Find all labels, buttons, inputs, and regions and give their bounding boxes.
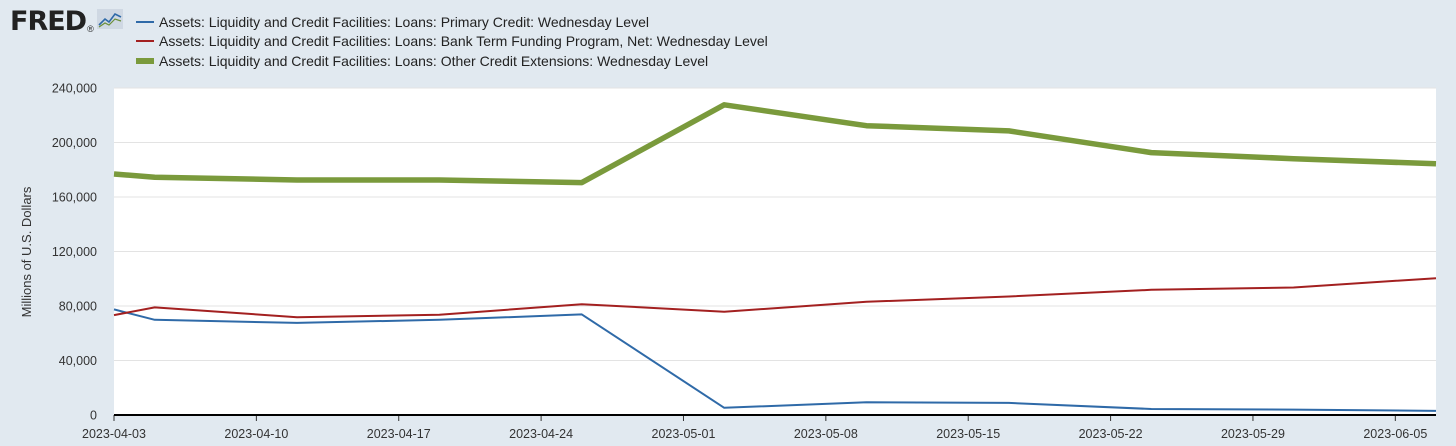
fred-trend-icon [96, 9, 123, 34]
y-tick-label: 200,000 [52, 136, 97, 150]
chart-legend: Assets: Liquidity and Credit Facilities:… [136, 12, 768, 71]
x-tick-label: 2023-04-24 [509, 427, 573, 441]
legend-label-other-credit: Assets: Liquidity and Credit Facilities:… [159, 52, 709, 69]
series-lines [113, 102, 1437, 412]
y-tick-label: 40,000 [59, 354, 97, 368]
y-tick-label: 160,000 [52, 191, 97, 205]
x-tick-label: 2023-05-29 [1221, 427, 1285, 441]
fred-logo[interactable]: FRED ® [10, 6, 123, 37]
legend-swatch-other-credit [136, 57, 154, 64]
registered-mark: ® [87, 23, 94, 34]
x-tick-label: 2023-05-22 [1079, 427, 1143, 441]
x-tick-label: 2023-04-03 [82, 427, 146, 441]
legend-label-primary-credit: Assets: Liquidity and Credit Facilities:… [159, 13, 649, 30]
y-axis-ticks: 0 40,000 80,000 120,000 160,000 200,000 240,00… [52, 82, 97, 423]
x-axis-ticks: 2023-04-03 2023-04-10 2023-04-17 2023-04-24… [82, 415, 1427, 441]
legend-item-btfp[interactable]: Assets: Liquidity and Credit Facilities:… [136, 32, 768, 52]
legend-label-btfp: Assets: Liquidity and Credit Facilities:… [159, 33, 768, 50]
x-tick-label: 2023-04-17 [367, 427, 431, 441]
legend-swatch-btfp [136, 40, 154, 43]
y-axis-title: Millions of U.S. Dollars [19, 186, 34, 317]
y-tick-label: 120,000 [52, 245, 97, 259]
x-tick-label: 2023-05-01 [652, 427, 716, 441]
x-tick-label: 2023-04-10 [224, 427, 288, 441]
gridlines [114, 87, 1436, 361]
series-line-2 [113, 277, 1437, 319]
legend-item-primary-credit[interactable]: Assets: Liquidity and Credit Facilities:… [136, 12, 768, 32]
legend-item-other-credit[interactable]: Assets: Liquidity and Credit Facilities:… [136, 51, 768, 71]
x-tick-label: 2023-05-15 [936, 427, 1000, 441]
x-tick-label: 2023-05-08 [794, 427, 858, 441]
series-line-3 [113, 102, 1437, 186]
y-tick-label: 240,000 [52, 82, 97, 96]
series-line-1 [113, 308, 1437, 412]
logo-text: FRED [10, 6, 87, 37]
x-tick-label: 2023-06-05 [1363, 427, 1427, 441]
y-tick-label: 80,000 [59, 300, 97, 314]
y-tick-label: 0 [90, 409, 97, 423]
legend-swatch-primary-credit [136, 20, 154, 23]
